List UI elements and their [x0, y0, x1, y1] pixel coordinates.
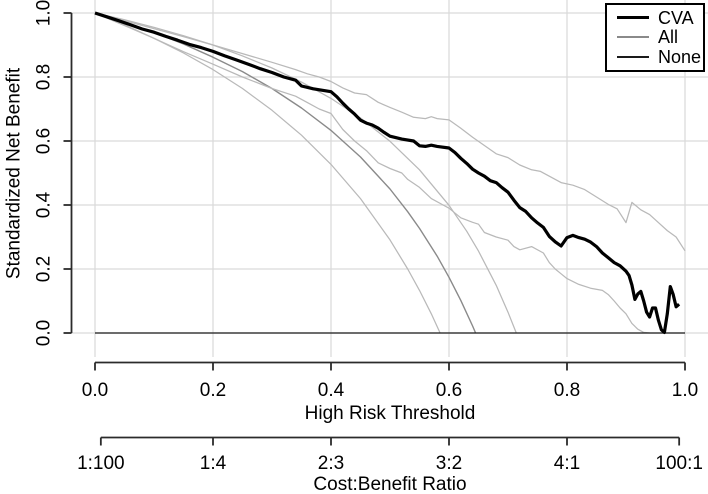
- x-tick-label: 1.0: [672, 380, 698, 401]
- y-tick-label: 0.2: [34, 256, 55, 282]
- y-tick-label: 0.6: [34, 128, 55, 154]
- secondary-x-tick-label: 1:4: [200, 453, 227, 474]
- x-tick-label: 0.2: [200, 380, 226, 401]
- legend-label-none: None: [658, 47, 702, 68]
- secondary-x-axis-title: Cost:Benefit Ratio: [313, 474, 467, 494]
- none-line-swatch: [617, 56, 649, 59]
- secondary-x-tick-label: 3:2: [436, 453, 462, 474]
- x-tick-label: 0.6: [436, 380, 462, 401]
- legend-item-none: None: [617, 47, 702, 68]
- x-tick-label: 0.4: [318, 380, 345, 401]
- y-tick-label: 1.0: [34, 0, 55, 26]
- x-axis-title: High Risk Threshold: [304, 403, 476, 424]
- legend-item-cva: CVA: [617, 8, 699, 27]
- x-tick-label: 0.8: [554, 380, 580, 401]
- y-tick-label: 0.8: [34, 64, 55, 90]
- cva-line-swatch: [617, 16, 649, 20]
- x-tick-label: 0.0: [82, 380, 108, 401]
- secondary-x-tick-label: 100:1: [655, 453, 703, 474]
- series-line-all: [94, 12, 477, 334]
- series-line-cva-lower-95-ci: [94, 12, 650, 334]
- y-tick-label: 0.0: [34, 320, 55, 346]
- secondary-x-tick-label: 1:100: [77, 453, 125, 474]
- all-line-swatch: [617, 36, 649, 39]
- series-line-cva: [94, 11, 681, 334]
- legend-label-cva: CVA: [658, 7, 694, 28]
- legend-box: CVA All None: [605, 3, 705, 72]
- legend-item-all: All: [617, 28, 699, 47]
- y-axis-title: Standardized Net Benefit: [3, 67, 25, 280]
- y-tick-label: 0.4: [34, 191, 55, 218]
- legend-label-all: All: [658, 27, 679, 48]
- series-line-cva-upper-95-ci: [94, 12, 686, 252]
- secondary-x-tick-label: 4:1: [554, 453, 580, 474]
- secondary-x-tick-label: 2:3: [318, 453, 344, 474]
